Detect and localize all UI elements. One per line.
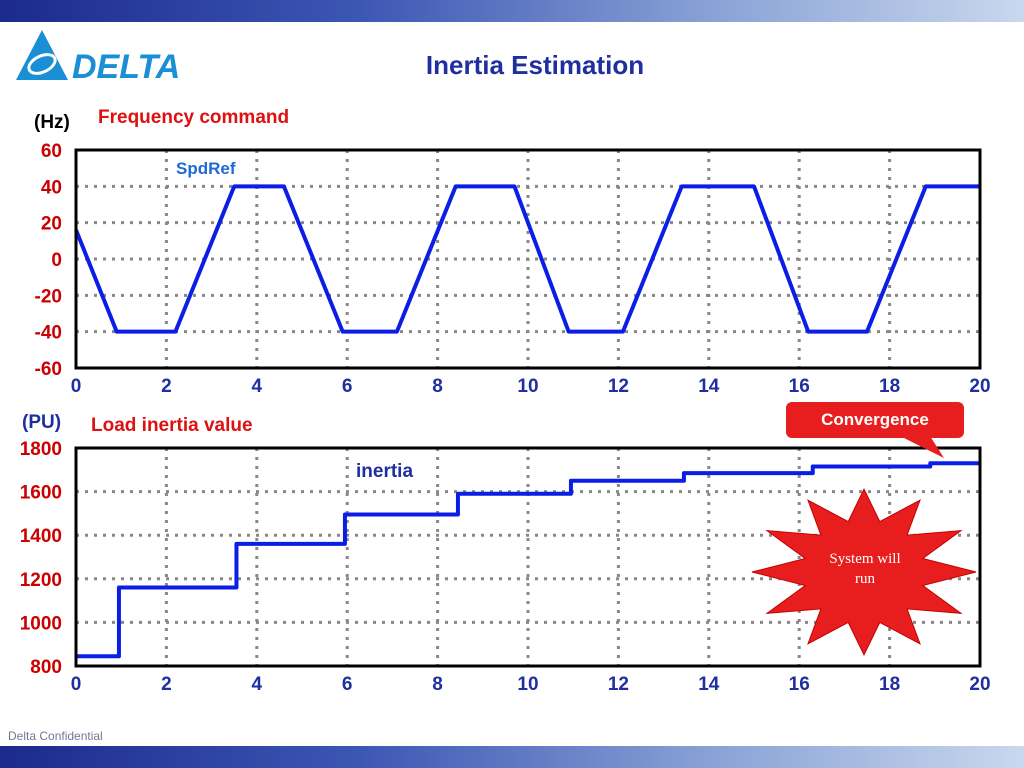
freq-x-tick-label: 16 (789, 376, 810, 397)
freq-y-tick-label: 0 (51, 250, 62, 271)
freq-y-tick-label: -40 (35, 323, 62, 344)
inertia-x-tick-label: 20 (969, 674, 990, 695)
inertia-y-tick-label: 800 (30, 657, 62, 678)
system-will-run-text: System will run (829, 551, 901, 587)
freq-y-tick-label: -60 (35, 359, 62, 380)
inertia-x-tick-label: 4 (252, 674, 263, 695)
inertia-series-label: inertia (356, 461, 413, 482)
inertia-x-tick-label: 14 (698, 674, 720, 695)
inertia-x-tick-label: 16 (789, 674, 810, 695)
slide-title: Inertia Estimation (425, 50, 645, 80)
inertia-x-tick-label: 12 (608, 674, 629, 695)
explosion-starburst-icon (751, 487, 977, 657)
freq-x-tick-label: 10 (517, 376, 538, 397)
convergence-callout: Convergence (786, 402, 964, 438)
freq-x-tick-label: 4 (252, 376, 263, 397)
inertia-x-tick-label: 6 (342, 674, 353, 695)
inertia-y-tick-label: 1000 (20, 613, 62, 634)
freq-x-tick-label: 0 (71, 376, 82, 397)
inertia-chart-title: Load inertia value (91, 415, 253, 436)
inertia-x-tick-label: 18 (879, 674, 900, 695)
inertia-x-tick-label: 10 (517, 674, 538, 695)
system-will-run-label: System will run (810, 549, 920, 589)
freq-x-tick-label: 14 (698, 376, 720, 397)
freq-series-label: SpdRef (176, 159, 236, 178)
freq-series-line (74, 184, 980, 334)
freq-y-tick-label: 60 (41, 141, 62, 162)
freq-x-tick-label: 2 (161, 376, 172, 397)
freq-y-tick-label: 40 (41, 177, 62, 198)
freq-y-tick-label: -20 (35, 286, 62, 307)
freq-x-tick-label: 18 (879, 376, 900, 397)
freq-chart-title: Frequency command (98, 107, 289, 128)
freq-x-tick-label: 8 (432, 376, 443, 397)
inertia-x-tick-label: 2 (161, 674, 172, 695)
inertia-y-tick-label: 1600 (20, 483, 62, 504)
logo-wordmark: DELTA (72, 48, 180, 84)
freq-x-tick-label: 20 (969, 376, 990, 397)
inertia-x-tick-label: 0 (71, 674, 82, 695)
freq-plot-border (74, 148, 982, 370)
top-gradient-band (0, 0, 1024, 22)
inertia-y-tick-label: 1800 (20, 439, 62, 460)
inertia-unit-label: (PU) (22, 412, 61, 433)
freq-x-tick-label: 6 (342, 376, 353, 397)
freq-unit-label: (Hz) (34, 112, 70, 133)
confidential-footer: Delta Confidential (8, 729, 103, 743)
delta-logo: DELTA (16, 30, 180, 84)
inertia-series-line (76, 461, 980, 659)
freq-x-tick-label: 12 (608, 376, 629, 397)
inertia-y-tick-label: 1200 (20, 570, 62, 591)
inertia-plot-border (74, 446, 982, 668)
freq-y-tick-label: 20 (41, 214, 62, 235)
inertia-x-tick-label: 8 (432, 674, 443, 695)
bottom-gradient-band (0, 746, 1024, 768)
inertia-y-tick-label: 1400 (20, 526, 62, 547)
convergence-callout-pointer (900, 436, 944, 458)
